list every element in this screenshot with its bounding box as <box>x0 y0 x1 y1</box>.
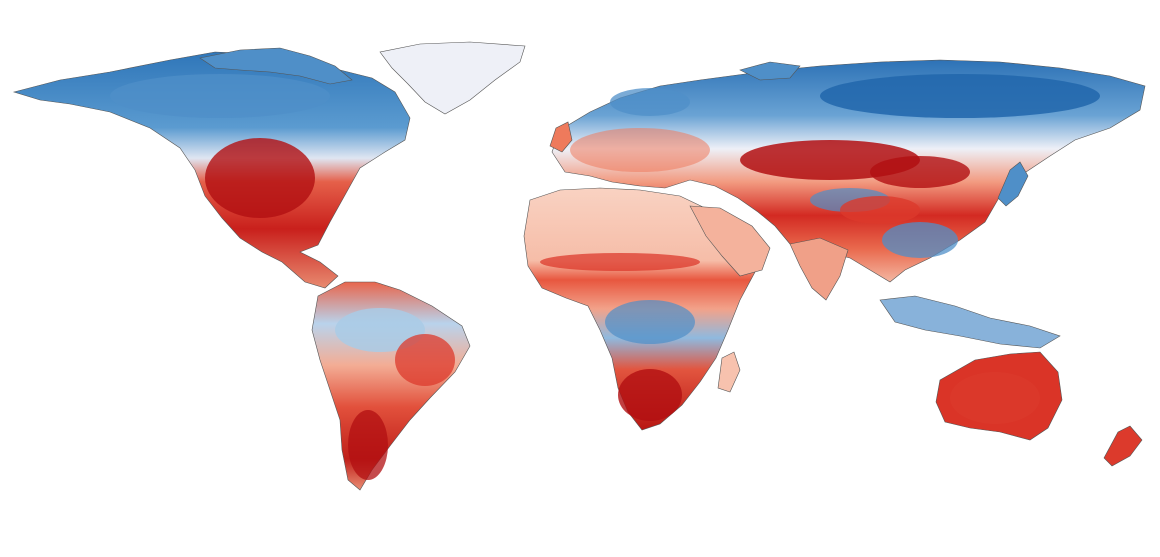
patagonia-hot-patch <box>348 410 388 480</box>
siberia-cold-patch <box>820 74 1100 118</box>
china-hot-patch <box>840 196 920 224</box>
canada-cold-patch <box>110 74 330 118</box>
sahel-hot-patch <box>540 253 700 271</box>
australia-core-patch <box>950 372 1040 424</box>
canadian-arctic-islands <box>199 47 353 85</box>
madagascar <box>717 351 741 393</box>
scandinavia-cold-patch <box>610 88 690 116</box>
south-china-cold-patch <box>882 222 958 258</box>
indian-subcontinent <box>789 237 849 301</box>
uk-ireland <box>549 121 573 153</box>
new-zealand-landmass <box>1103 425 1143 467</box>
southern-africa-hot-patch <box>618 369 682 421</box>
congo-cold-patch <box>605 300 695 344</box>
mongolia-hot-patch <box>870 156 970 188</box>
japan-islands <box>997 161 1029 207</box>
europe-warm-patch <box>570 128 710 172</box>
southeast-asia-islands <box>879 295 1061 349</box>
us-plains-hot-patch <box>205 138 315 218</box>
brazil-hot-patch <box>395 334 455 386</box>
amazon-cold-patch <box>335 308 425 352</box>
svalbard-novaya-zemlya <box>739 61 801 81</box>
arabian-peninsula <box>689 205 771 277</box>
greenland-landmass <box>379 41 526 115</box>
